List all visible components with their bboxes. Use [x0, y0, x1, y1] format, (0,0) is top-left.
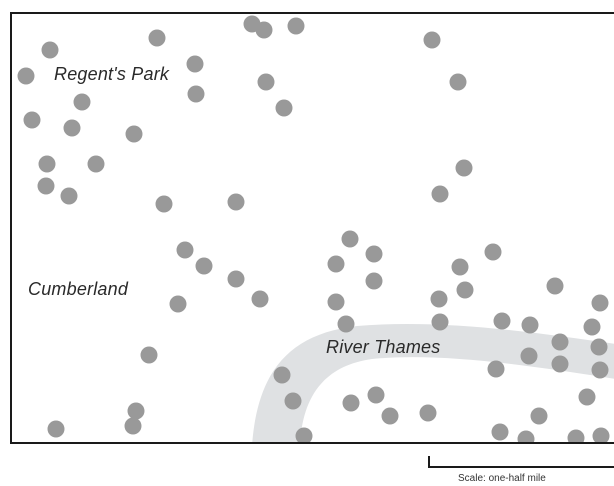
location-dot — [148, 29, 166, 47]
location-dot — [337, 315, 355, 333]
label-river-thames: River Thames — [326, 337, 441, 357]
location-dot — [431, 185, 449, 203]
location-dot — [521, 316, 539, 334]
location-dot — [578, 388, 596, 406]
location-dot — [591, 361, 609, 379]
location-dot — [583, 318, 601, 336]
location-dot — [342, 394, 360, 412]
location-dot — [367, 386, 385, 404]
location-dot — [251, 290, 269, 308]
location-dot — [341, 230, 359, 248]
location-dot — [520, 347, 538, 365]
location-dot — [551, 355, 569, 373]
location-dot — [451, 258, 469, 276]
location-dot — [17, 67, 35, 85]
location-dot — [431, 313, 449, 331]
location-dot — [551, 333, 569, 351]
location-dot — [381, 407, 399, 425]
location-dot — [484, 243, 502, 261]
location-dot — [227, 270, 245, 288]
location-dot — [295, 427, 313, 442]
location-dot — [365, 245, 383, 263]
location-dot — [127, 402, 145, 420]
location-dot — [423, 31, 441, 49]
location-dot — [449, 73, 467, 91]
location-dot — [60, 187, 78, 205]
location-dot — [455, 159, 473, 177]
map-canvas — [17, 15, 614, 442]
location-dot — [155, 195, 173, 213]
location-dot — [327, 255, 345, 273]
location-dot — [493, 312, 511, 330]
location-dot — [255, 21, 273, 39]
location-dot — [63, 119, 81, 137]
location-dot — [430, 290, 448, 308]
location-dot — [124, 417, 142, 435]
location-dot — [456, 281, 474, 299]
location-dot — [591, 294, 609, 312]
location-dot — [87, 155, 105, 173]
location-dot — [23, 111, 41, 129]
location-dot — [186, 55, 204, 73]
location-dot — [491, 423, 509, 441]
location-dot — [38, 155, 56, 173]
location-dot — [195, 257, 213, 275]
location-dot — [517, 430, 535, 442]
location-dot — [590, 338, 608, 356]
location-dot — [169, 295, 187, 313]
location-dot — [592, 427, 610, 442]
location-dot — [125, 125, 143, 143]
location-dot — [41, 41, 59, 59]
label-regents-park: Regent's Park — [54, 64, 170, 84]
location-dot — [140, 346, 158, 364]
location-dot — [273, 366, 291, 384]
location-dot — [284, 392, 302, 410]
location-dot — [546, 277, 564, 295]
location-dot — [530, 407, 548, 425]
data-point-group — [17, 15, 610, 442]
location-dot — [327, 293, 345, 311]
label-cumberland: Cumberland — [28, 279, 129, 299]
location-dot — [365, 272, 383, 290]
location-dot — [73, 93, 91, 111]
scale-label: Scale: one-half mile — [458, 473, 546, 484]
scale-bar — [428, 456, 614, 468]
map-frame: Regent's Park Cumberland River Thames — [10, 12, 614, 444]
location-dot — [227, 193, 245, 211]
location-dot — [275, 99, 293, 117]
location-dot — [37, 177, 55, 195]
location-dot — [487, 360, 505, 378]
location-dot — [567, 429, 585, 442]
location-dot — [257, 73, 275, 91]
location-dot — [47, 420, 65, 438]
location-dot — [419, 404, 437, 422]
location-dot — [176, 241, 194, 259]
location-dot — [187, 85, 205, 103]
location-dot — [287, 17, 305, 35]
